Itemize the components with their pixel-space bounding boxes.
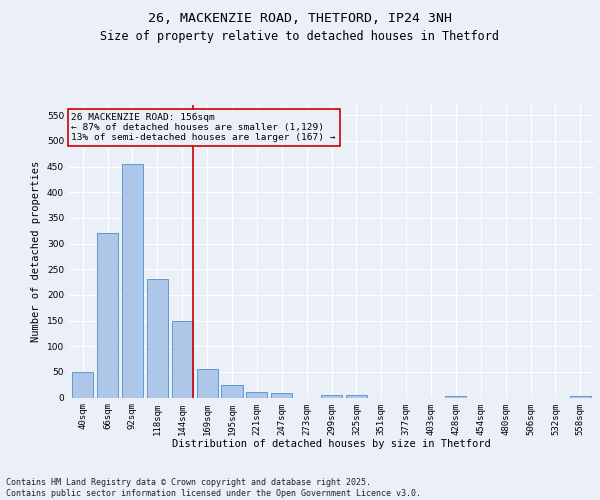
Bar [221, 384, 242, 398]
Bar [346, 395, 367, 398]
Bar [172, 320, 193, 398]
Bar [147, 280, 168, 398]
Bar [97, 234, 118, 398]
Text: Contains HM Land Registry data © Crown copyright and database right 2025.
Contai: Contains HM Land Registry data © Crown c… [6, 478, 421, 498]
Bar [246, 392, 268, 398]
Bar [271, 394, 292, 398]
Text: Size of property relative to detached houses in Thetford: Size of property relative to detached ho… [101, 30, 499, 43]
Bar [197, 370, 218, 398]
X-axis label: Distribution of detached houses by size in Thetford: Distribution of detached houses by size … [172, 439, 491, 449]
Bar [72, 372, 93, 398]
Y-axis label: Number of detached properties: Number of detached properties [31, 160, 41, 342]
Bar [321, 395, 342, 398]
Bar [445, 396, 466, 398]
Text: 26, MACKENZIE ROAD, THETFORD, IP24 3NH: 26, MACKENZIE ROAD, THETFORD, IP24 3NH [148, 12, 452, 26]
Text: 26 MACKENZIE ROAD: 156sqm
← 87% of detached houses are smaller (1,129)
13% of se: 26 MACKENZIE ROAD: 156sqm ← 87% of detac… [71, 112, 336, 142]
Bar [570, 396, 591, 398]
Bar [122, 164, 143, 398]
